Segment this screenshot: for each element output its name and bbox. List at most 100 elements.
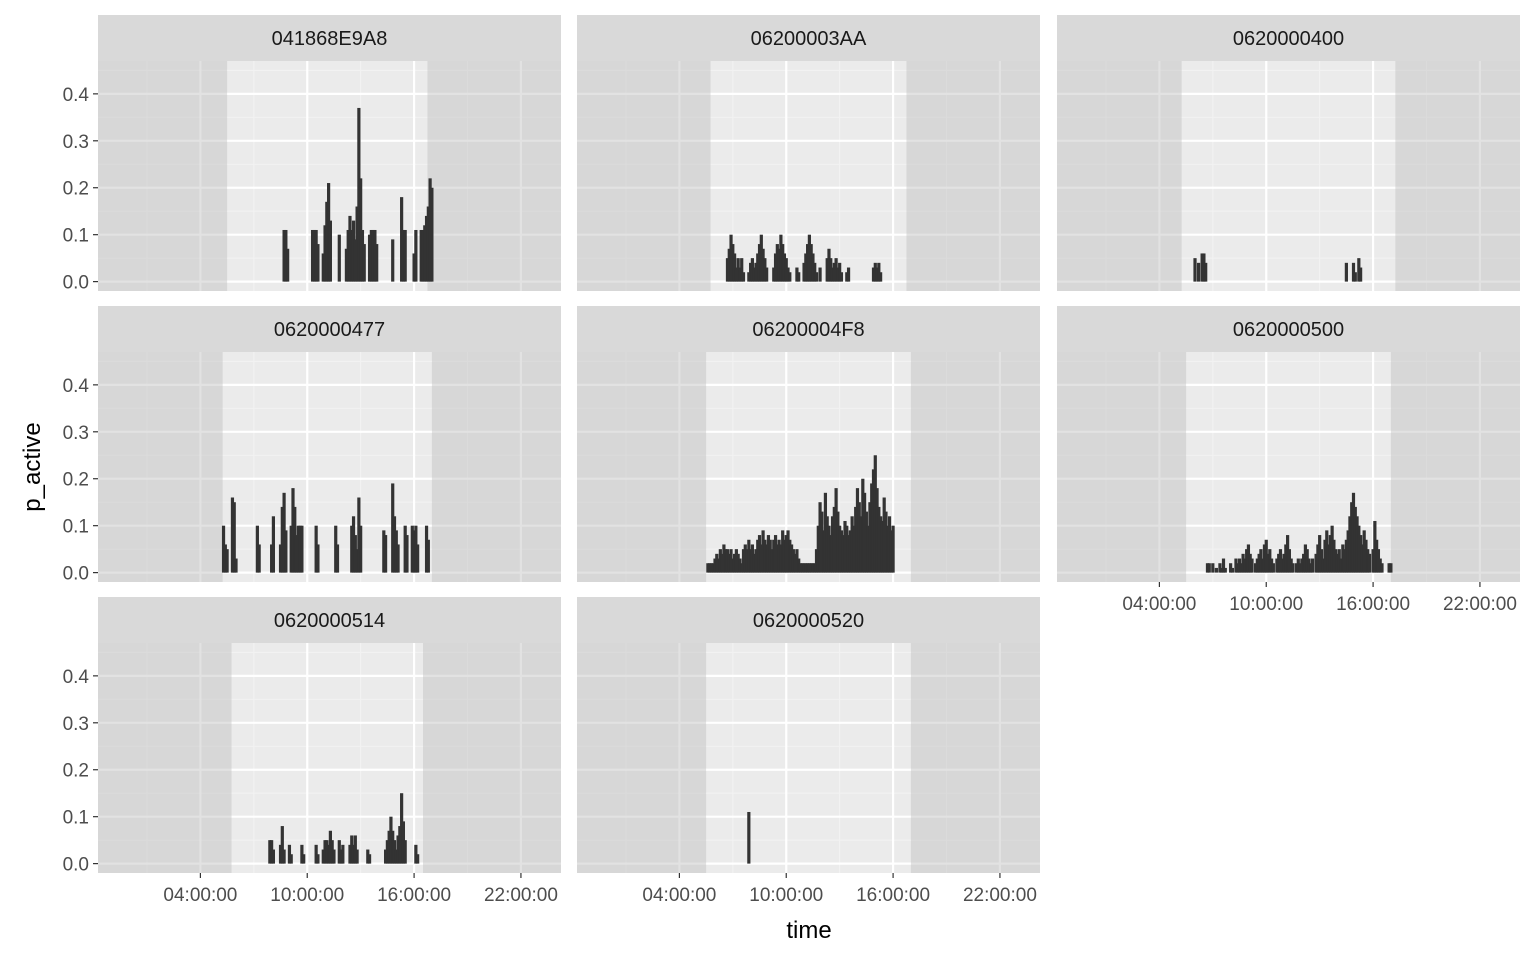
bar (414, 844, 418, 864)
x-tick-label: 04:00:00 (1122, 594, 1196, 615)
bar (323, 840, 327, 864)
bar (811, 563, 815, 573)
bar (725, 549, 730, 573)
y-tick-label: 0.4 (63, 376, 90, 397)
bar (330, 840, 334, 864)
bar (346, 229, 350, 282)
bar (1328, 535, 1332, 573)
bar (1243, 558, 1247, 573)
bar (310, 229, 315, 282)
bar (403, 840, 407, 864)
bar (732, 553, 737, 573)
bar (385, 840, 389, 864)
bar (293, 506, 297, 573)
bar (756, 253, 760, 282)
night-shade-evening (427, 61, 561, 291)
bar (314, 844, 318, 864)
bar (741, 272, 746, 282)
y-tick-label: 0.1 (63, 808, 89, 829)
bar (367, 234, 372, 282)
panel-strip (577, 306, 1040, 352)
bar (1309, 563, 1313, 573)
bar (271, 849, 276, 864)
bar (786, 530, 790, 573)
bar (1229, 563, 1233, 573)
bar (802, 262, 806, 282)
bar (745, 549, 749, 573)
bar (782, 253, 787, 282)
bar (825, 258, 829, 282)
panel-background (577, 352, 1040, 582)
bar (289, 525, 293, 573)
bar (392, 516, 397, 573)
bar (829, 535, 833, 573)
bar (357, 107, 361, 282)
y-tick-label: 0.2 (63, 470, 89, 491)
bar (270, 544, 274, 573)
bar (804, 253, 808, 282)
bar (296, 525, 300, 573)
bar (706, 563, 710, 573)
bar (793, 553, 797, 573)
bar (1334, 549, 1338, 573)
bar (396, 544, 400, 573)
night-shade-evening (906, 61, 1040, 291)
bar (775, 544, 779, 573)
bar (314, 229, 318, 282)
bar (225, 549, 229, 573)
bar (814, 272, 819, 282)
bar (300, 844, 304, 864)
bar (334, 525, 338, 573)
bar (1344, 262, 1348, 282)
bar (1307, 558, 1311, 573)
bar (718, 549, 722, 573)
bar (1359, 535, 1363, 573)
bar (747, 539, 751, 573)
bar (1367, 553, 1372, 573)
bar (772, 267, 776, 282)
bar (366, 849, 370, 864)
bar (1214, 567, 1218, 573)
bar (884, 511, 888, 573)
bar (1291, 563, 1295, 573)
bar (1344, 539, 1348, 573)
bar (1266, 553, 1270, 573)
bar (822, 530, 826, 573)
bar (765, 267, 769, 282)
bar (882, 497, 886, 573)
night-shade-morning (1057, 352, 1187, 582)
bar (859, 516, 863, 573)
bar (1282, 553, 1286, 573)
bar (732, 253, 737, 282)
bar (414, 525, 418, 573)
panel-strip-label: 06200004F8 (752, 319, 864, 341)
bar (873, 262, 877, 282)
bar (827, 248, 831, 282)
panels-layer: 041868E9A8 0.0 0.1 0.2 0.3 0.4 06200003AA 06200… (63, 15, 1520, 906)
bar (1335, 553, 1340, 573)
panel-0620000500: 0620000500 04:00:00 10:00:00 16:00:00 22:00:… (1057, 306, 1520, 615)
bar (830, 516, 835, 573)
bar (752, 553, 756, 573)
bar (341, 844, 345, 864)
bar (1348, 516, 1352, 573)
bar (1332, 539, 1336, 573)
night-shade-morning (98, 352, 223, 582)
panel-strip-label: 06200003AA (751, 28, 867, 50)
night-shade-morning (577, 352, 707, 582)
bar (1193, 258, 1197, 282)
bar (1262, 544, 1267, 573)
bar (405, 535, 409, 573)
panel-0620000477: 0620000477 0.0 0.1 0.2 0.3 0.4 (63, 306, 561, 585)
y-tick-label: 0.3 (63, 714, 89, 735)
bar (1248, 553, 1252, 573)
bar (807, 563, 811, 573)
bar (416, 854, 420, 864)
night-shade-morning (98, 643, 232, 873)
bar (725, 258, 730, 282)
bar (779, 544, 783, 573)
bar (1277, 553, 1281, 573)
bar (394, 849, 398, 864)
y-tick-label: 0.1 (63, 226, 89, 247)
x-tick-label: 16:00:00 (856, 885, 930, 906)
